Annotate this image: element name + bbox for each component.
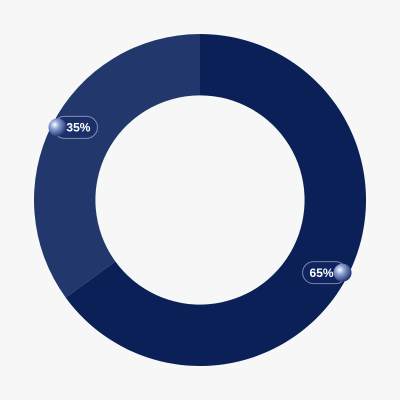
donut-slice — [34, 33, 200, 298]
value-label: 35% — [48, 115, 98, 139]
donut-slice — [65, 34, 366, 367]
label-bead — [333, 263, 352, 282]
value-label-text: 65% — [310, 266, 334, 280]
label-bead — [48, 118, 67, 137]
value-label: 65% — [302, 261, 352, 285]
value-label-text: 35% — [66, 121, 90, 135]
